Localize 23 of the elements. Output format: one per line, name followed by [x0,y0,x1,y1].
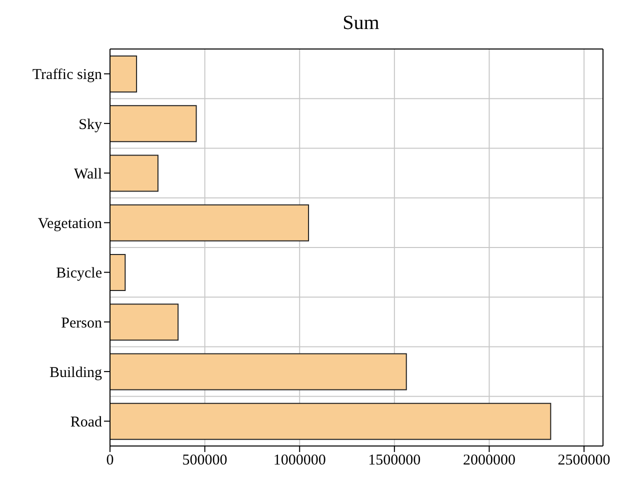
y-tick-label: Vegetation [38,216,102,232]
bar [110,105,197,142]
bar [110,304,179,341]
bar [110,154,158,192]
y-tick-label: Traffic sign [32,67,102,84]
y-tick-label: Building [49,364,102,381]
bar [110,254,126,291]
y-tick-label: Wall [74,166,102,182]
y-tick-label: Person [61,315,102,332]
chart-title: Sum [342,11,380,36]
y-tick-label: Bicycle [56,266,102,282]
x-tick-label: 500000 [182,452,228,469]
x-tick-label: 2000000 [462,452,516,469]
bar [110,353,407,390]
x-tick-label: 2500000 [558,452,610,469]
x-tick-label: 0 [106,452,114,469]
y-tick-label: Road [70,414,102,431]
bar [110,55,138,92]
bar [110,402,552,440]
bar [110,204,310,242]
y-tick-label: Sky [78,116,102,133]
x-tick-label: 1000000 [273,452,326,469]
x-tick-label: 1500000 [368,452,421,469]
